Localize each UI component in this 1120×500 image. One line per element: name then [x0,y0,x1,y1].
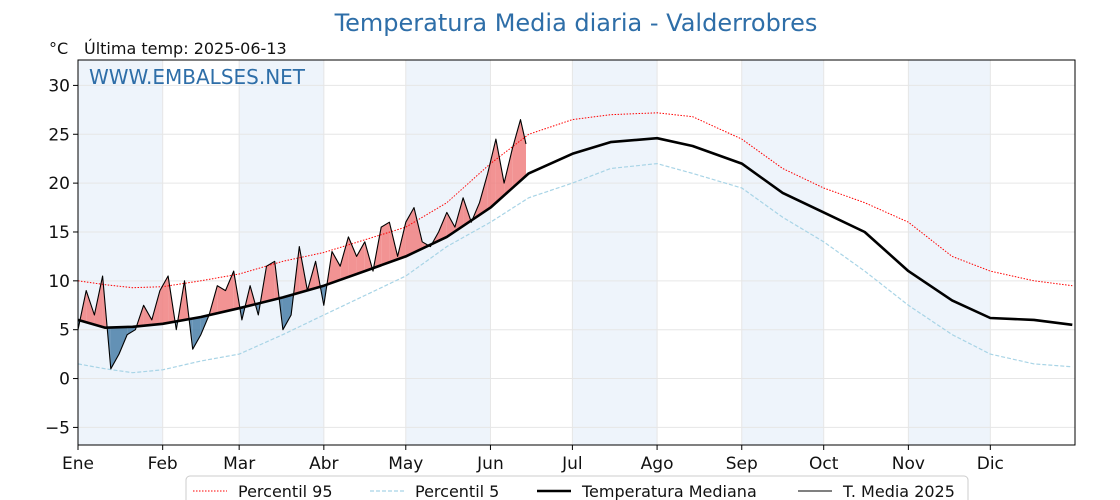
series-line-percentil-95 [77,112,1073,289]
above-median-fill [225,271,234,312]
below-median-fill [119,327,128,355]
y-axis: −5 0 5 10 15 20 25 30 [45,76,78,438]
y-tick-label: 5 [59,321,70,341]
above-median-fill [217,285,226,314]
below-median-fill [110,327,119,369]
legend-label: T. Media 2025 [842,482,955,500]
x-tick-label: Sep [726,454,758,474]
above-median-fill [381,222,390,266]
above-median-fill [446,212,455,237]
above-median-fill [332,251,341,283]
month-band-may [405,60,491,445]
y-tick-label: 30 [48,76,70,96]
last-temp-label: Última temp: 2025-06-13 [84,39,287,58]
x-tick-label: Abr [309,454,338,474]
month-band-jul [572,60,658,445]
above-median-fill [348,236,357,277]
series-line-percentil-5 [77,163,1073,374]
legend: Percentil 95 Percentil 5 Temperatura Media… [185,475,969,500]
x-tick-label: Jun [476,454,504,474]
above-median-fill [520,119,526,181]
below-median-fill [192,317,201,350]
below-median-fill [127,326,136,335]
above-median-fill [266,261,275,302]
above-median-fill [356,241,365,274]
chart-title: Temperatura Media diaria - Valderrobres [334,9,818,37]
month-band-ene [78,60,163,445]
x-tick-label: Nov [892,454,925,474]
y-tick-label: 25 [48,125,70,145]
x-tick-label: Feb [148,454,178,474]
above-median-fill [504,148,513,196]
below-median-fill [282,295,292,330]
y-tick-label: 0 [59,370,70,390]
above-median-fill [495,139,505,203]
y-tick-label: 15 [48,223,70,243]
above-median-fill [405,207,414,257]
above-median-fill [414,207,423,253]
above-median-fill [94,276,103,327]
above-median-fill [487,139,496,210]
month-band-sep [741,60,824,445]
legend-label: Percentil 5 [415,482,499,500]
x-tick-label: Dic [977,454,1004,474]
series-line-t-media-2025 [77,119,527,370]
legend-box [185,475,969,500]
above-median-fill [479,173,488,215]
y-tick-label: −5 [45,418,70,438]
x-tick-label: Jul [561,454,583,474]
series-lines [77,112,1073,374]
x-tick-label: May [388,454,423,474]
unit-label: °C [49,39,68,58]
legend-label: Temperatura Mediana [581,482,757,500]
series-line-temperatura-mediana [77,136,1073,330]
y-tick-label: 20 [48,174,70,194]
above-median-fill [340,236,349,280]
above-median-fill [143,305,152,326]
x-tick-label: Mar [223,454,255,474]
x-tick-label: Oct [809,454,839,474]
month-band-mar [239,60,324,445]
above-median-fill [438,212,447,241]
above-median-fill [86,290,95,325]
above-median-fill [512,119,521,188]
month-bands [78,60,991,445]
plot-frame [77,59,1076,446]
watermark-text: WWW.EMBALSES.NET [89,65,306,89]
x-tick-label: Ago [641,454,674,474]
month-band-nov [908,60,991,445]
legend-label: Percentil 95 [238,482,333,500]
x-tick-label: Ene [62,454,94,474]
x-axis: Ene Feb Mar Abr May Jun Jul Ago Sep Oct Nov Dic [62,445,1004,474]
y-tick-label: 10 [48,272,70,292]
